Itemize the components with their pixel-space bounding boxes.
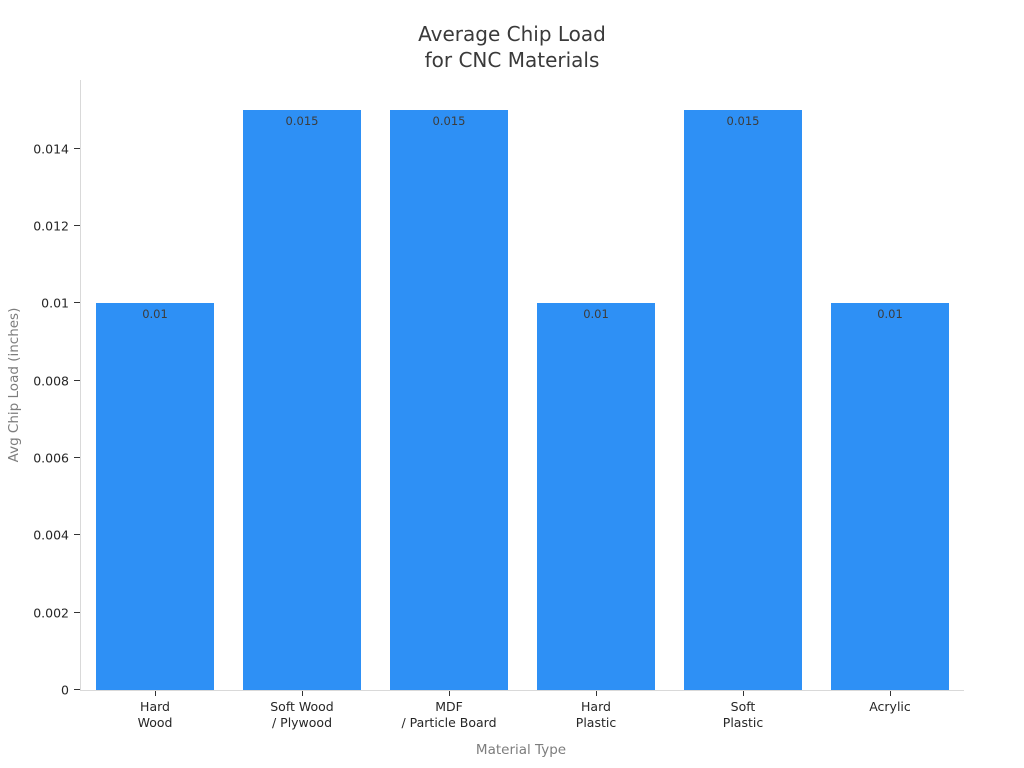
y-tick-mark bbox=[74, 689, 80, 690]
y-tick-label: 0 bbox=[61, 682, 69, 698]
y-tick-label: 0.01 bbox=[41, 295, 69, 311]
y-tick-label: 0.012 bbox=[33, 218, 69, 234]
bar: 0.01 bbox=[537, 303, 655, 690]
x-tick-label: Soft Plastic bbox=[722, 699, 764, 730]
chart-title: Average Chip Load for CNC Materials bbox=[418, 22, 606, 72]
bar: 0.015 bbox=[243, 110, 361, 690]
y-tick-mark bbox=[74, 225, 80, 227]
x-tick-mark bbox=[743, 691, 744, 696]
x-tick-mark bbox=[449, 691, 450, 696]
bar-value-label: 0.015 bbox=[432, 114, 466, 128]
x-axis-title: Material Type bbox=[475, 742, 567, 758]
bar-value-label: 0.01 bbox=[583, 307, 609, 321]
y-tick-mark bbox=[74, 534, 80, 536]
bar-value-label: 0.01 bbox=[142, 307, 168, 321]
y-tick-mark bbox=[74, 302, 80, 304]
y-tick-label: 0.014 bbox=[33, 141, 69, 157]
x-tick-label: MDF / Particle Board bbox=[401, 699, 497, 730]
x-tick-mark bbox=[155, 691, 156, 696]
y-tick-mark bbox=[74, 379, 80, 381]
bar-value-label: 0.015 bbox=[726, 114, 760, 128]
y-tick-mark bbox=[74, 147, 80, 149]
x-tick-label: Soft Wood / Plywood bbox=[270, 699, 334, 730]
x-tick-mark bbox=[596, 691, 597, 696]
y-tick-label: 0.002 bbox=[33, 605, 69, 621]
y-tick-mark bbox=[74, 457, 80, 459]
x-tick-mark bbox=[890, 691, 891, 696]
bar-value-label: 0.01 bbox=[877, 307, 903, 321]
x-tick-label: Hard Plastic bbox=[575, 699, 617, 730]
plot-area: 0 0.002 0.004 0.006 0.008 0.01 0.012 0.014 0.01 H… bbox=[33, 80, 964, 730]
bar: 0.01 bbox=[96, 303, 214, 690]
y-tick-mark bbox=[74, 611, 80, 613]
bar: 0.015 bbox=[684, 110, 802, 690]
y-tick-label: 0.004 bbox=[33, 527, 69, 543]
bar: 0.01 bbox=[831, 303, 949, 690]
x-tick-mark bbox=[302, 691, 303, 696]
bar: 0.015 bbox=[390, 110, 508, 690]
bar-value-label: 0.015 bbox=[285, 114, 319, 128]
y-tick-label: 0.006 bbox=[33, 450, 69, 466]
x-tick-label: Hard Wood bbox=[137, 699, 173, 730]
x-tick-label: Acrylic bbox=[869, 699, 911, 714]
y-tick-label: 0.008 bbox=[33, 373, 69, 389]
